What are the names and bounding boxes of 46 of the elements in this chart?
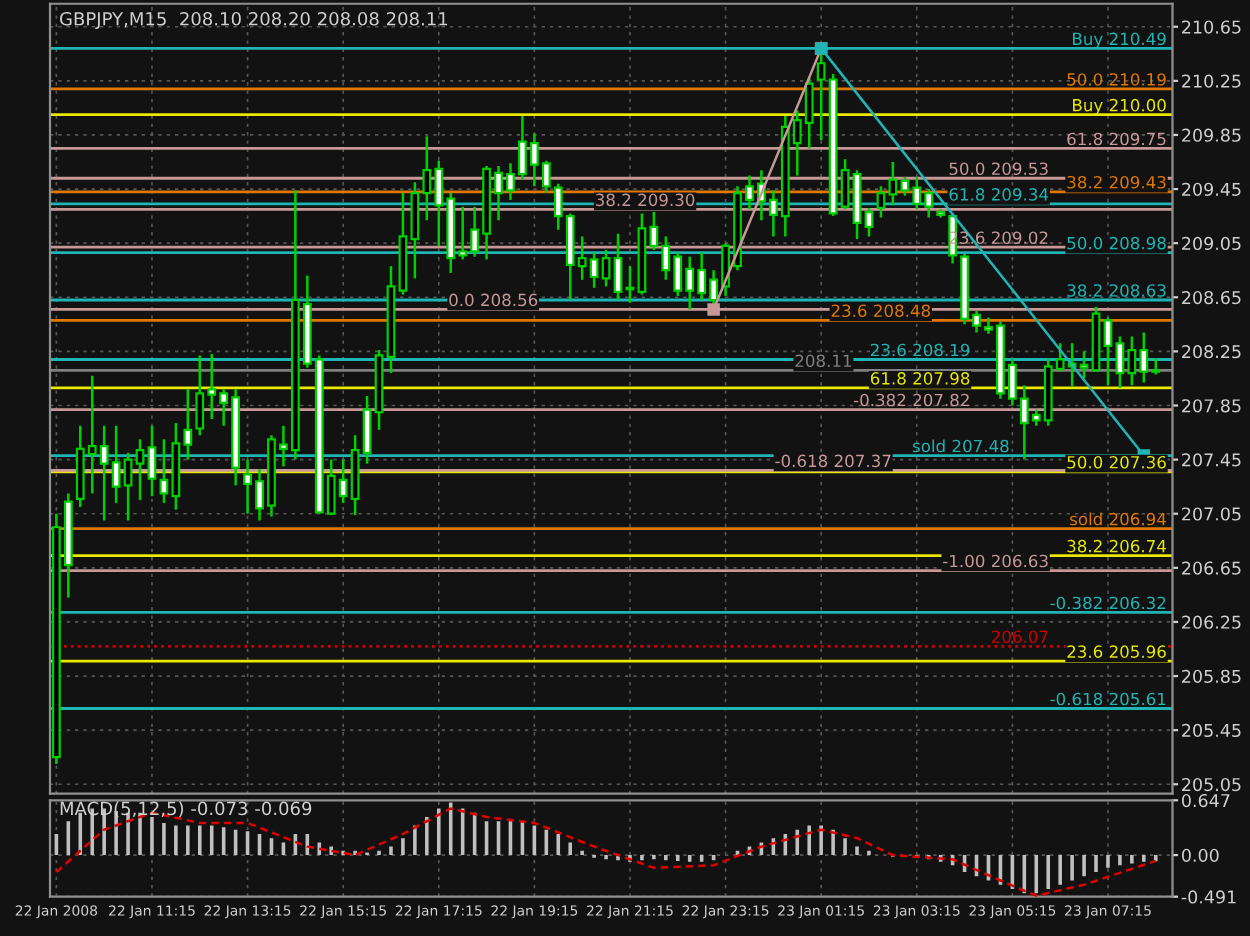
ref-line-label: 50.0 209.53 — [949, 162, 1048, 176]
ref-line-label: Buy 210.49 — [1073, 32, 1166, 49]
y-tick-label: 207.45 — [1182, 453, 1241, 467]
ref-line-label: 38.2 208.63 — [1067, 284, 1166, 297]
y-tick-label: 0.00 — [1181, 848, 1219, 862]
ref-line-label: 50.0 210.19 — [1067, 73, 1166, 86]
chart-title: MACD(5,12,5) -0.073 -0.069 — [60, 801, 312, 818]
ref-line-label: Buy 210.00 — [1073, 98, 1166, 115]
y-tick-label: 205.45 — [1182, 723, 1241, 738]
ref-line-label: 61.8 207.98 — [870, 372, 970, 385]
y-tick-label: 205.85 — [1182, 669, 1241, 683]
chart-title: GBPJPY,M15 208.10 208.20 208.08 208.11 — [59, 11, 448, 29]
ref-line-label: 206.07 — [991, 630, 1048, 644]
ref-line-label: -0.382 207.82 — [853, 393, 969, 407]
y-tick-label: 207.85 — [1182, 399, 1241, 413]
ref-line-label: -1.00 206.63 — [943, 554, 1048, 568]
ref-line-label: 208.11 — [795, 354, 852, 368]
ref-line-label: 23.6 208.48 — [831, 304, 931, 318]
ref-line-label: 50.0 207.36 — [1067, 455, 1166, 469]
ref-line-label: 0.0 208.56 — [449, 293, 538, 307]
y-tick-label: 209.05 — [1182, 236, 1241, 251]
y-tick-label: -0.491 — [1181, 890, 1236, 904]
ref-line-label: -0.618 205.61 — [1050, 692, 1166, 706]
ref-line-label: sold 206.94 — [1070, 512, 1166, 526]
ref-line-label: 23.6 208.19 — [870, 343, 970, 357]
y-tick-label: 208.65 — [1182, 290, 1241, 305]
y-tick-label: 206.65 — [1182, 561, 1241, 575]
y-tick-label: 0.647 — [1181, 793, 1230, 808]
ref-line-label: 61.8 209.34 — [949, 188, 1049, 201]
ref-line-label: sold 207.48 — [912, 439, 1009, 453]
ref-line-label: 38.2 206.74 — [1067, 539, 1166, 553]
y-tick-label: 207.05 — [1182, 507, 1241, 521]
ref-line-label: 23.6 205.96 — [1067, 645, 1166, 658]
ref-line-label: 38.2 209.30 — [595, 193, 695, 207]
y-tick-label: 210.65 — [1182, 20, 1241, 34]
ref-line-label: 50.0 208.98 — [1067, 236, 1166, 250]
ref-line-label: -0.618 207.37 — [775, 454, 891, 468]
y-tick-label: 209.85 — [1182, 128, 1241, 142]
ref-line-label: -0.382 206.32 — [1050, 596, 1166, 610]
y-tick-label: 208.25 — [1182, 345, 1241, 359]
y-tick-label: 209.45 — [1182, 182, 1241, 196]
y-tick-label: 205.05 — [1182, 777, 1241, 792]
y-tick-label: 210.25 — [1182, 74, 1241, 88]
ref-line-label: 38.2 209.43 — [1067, 175, 1166, 189]
y-tick-label: 206.25 — [1182, 615, 1241, 629]
ref-line-label: 61.8 209.75 — [1067, 132, 1166, 146]
